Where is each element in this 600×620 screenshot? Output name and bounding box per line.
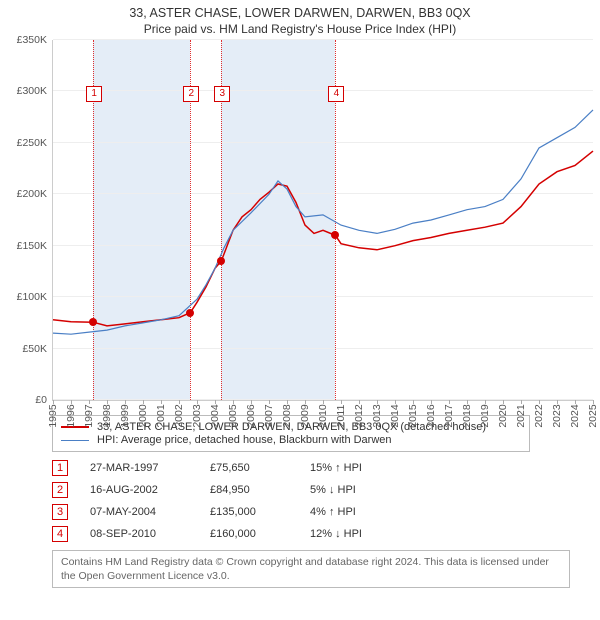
x-tick-label: 2025 [587,404,599,427]
sale-number-box: 4 [328,86,344,102]
x-tick-label: 2014 [389,404,401,427]
table-row: 4 08-SEP-2010£160,00012% ↓ HPI [52,526,552,542]
x-tick-label: 1999 [119,404,131,427]
y-tick-label: £50K [7,343,47,355]
x-tick-label: 2003 [191,404,203,427]
price-chart: £0£50K£100K£150K£200K£250K£300K£350K1995… [52,40,593,401]
row-date: 08-SEP-2010 [90,528,210,540]
table-row: 2 16-AUG-2002£84,9505% ↓ HPI [52,482,552,498]
legend-swatch-hpi [61,440,89,441]
x-tick-label: 2019 [479,404,491,427]
attribution-box: Contains HM Land Registry data © Crown c… [52,550,570,588]
sale-marker [89,318,97,326]
x-tick-label: 2018 [461,404,473,427]
row-price: £160,000 [210,528,310,540]
x-tick-label: 2021 [515,404,527,427]
row-date: 07-MAY-2004 [90,506,210,518]
y-tick-label: £100K [7,291,47,303]
x-tick-label: 2013 [371,404,383,427]
title-line-1: 33, ASTER CHASE, LOWER DARWEN, DARWEN, B… [10,6,590,20]
row-num-box: 2 [52,482,68,498]
x-tick-label: 2008 [281,404,293,427]
sale-number-box: 2 [183,86,199,102]
row-num-box: 3 [52,504,68,520]
row-hpi-delta: 15% ↑ HPI [310,462,430,474]
x-tick-label: 2024 [569,404,581,427]
x-tick-label: 2022 [533,404,545,427]
x-tick-label: 2011 [335,405,347,428]
x-tick-label: 2001 [155,404,167,427]
y-tick-label: £300K [7,85,47,97]
x-tick-label: 2016 [425,404,437,427]
sale-number-box: 1 [86,86,102,102]
row-hpi-delta: 5% ↓ HPI [310,484,430,496]
row-hpi-delta: 12% ↓ HPI [310,528,430,540]
y-tick-label: £150K [7,240,47,252]
x-tick-label: 2004 [209,404,221,427]
sale-marker [217,257,225,265]
row-num-box: 1 [52,460,68,476]
row-price: £75,650 [210,462,310,474]
x-tick-label: 2010 [317,404,329,427]
y-tick-label: £200K [7,188,47,200]
row-num-box: 4 [52,526,68,542]
x-tick-label: 2009 [299,404,311,427]
row-date: 16-AUG-2002 [90,484,210,496]
series-hpi [53,110,593,334]
title-line-2: Price paid vs. HM Land Registry's House … [10,22,590,36]
row-hpi-delta: 4% ↑ HPI [310,506,430,518]
x-tick-label: 2007 [263,404,275,427]
series-price_paid [53,151,593,326]
x-tick-label: 2000 [137,404,149,427]
table-row: 1 27-MAR-1997£75,65015% ↑ HPI [52,460,552,476]
y-tick-label: £350K [7,34,47,46]
x-tick-label: 1998 [101,404,113,427]
x-tick-label: 2005 [227,404,239,427]
sale-number-box: 3 [214,86,230,102]
y-tick-label: £0 [7,394,47,406]
row-date: 27-MAR-1997 [90,462,210,474]
x-tick-label: 2012 [353,404,365,427]
legend-label-hpi: HPI: Average price, detached house, Blac… [97,434,392,446]
x-tick-label: 1997 [83,404,95,427]
row-price: £135,000 [210,506,310,518]
x-tick-label: 2015 [407,404,419,427]
table-row: 3 07-MAY-2004£135,0004% ↑ HPI [52,504,552,520]
sale-marker [186,309,194,317]
x-tick-label: 2020 [497,404,509,427]
y-tick-label: £250K [7,137,47,149]
x-tick-label: 2023 [551,404,563,427]
x-tick-label: 1996 [65,404,77,427]
sales-table: 1 27-MAR-1997£75,65015% ↑ HPI 2 16-AUG-2002… [52,460,552,542]
x-tick-label: 1995 [47,404,59,427]
x-tick-label: 2002 [173,404,185,427]
x-tick-label: 2006 [245,404,257,427]
row-price: £84,950 [210,484,310,496]
sale-marker [331,231,339,239]
x-tick-label: 2017 [443,404,455,427]
